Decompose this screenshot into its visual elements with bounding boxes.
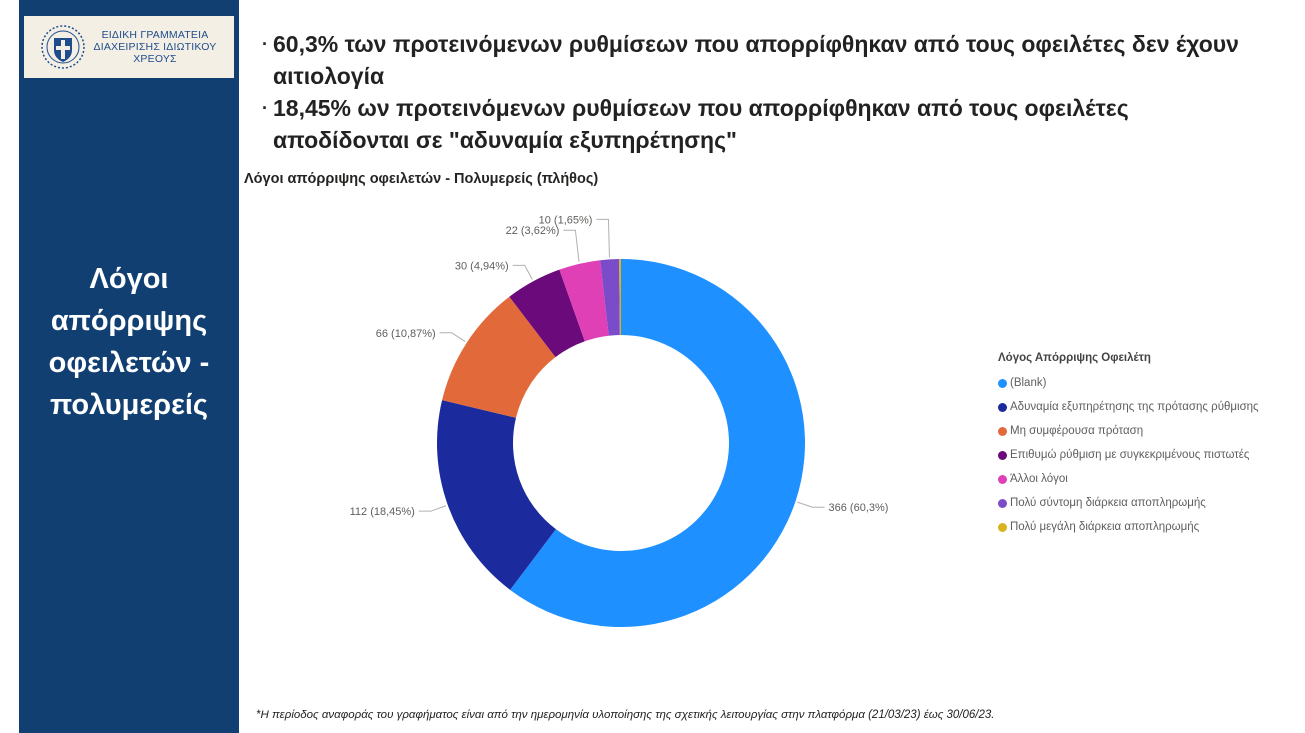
legend-label: Μη συμφέρουσα πρόταση	[1010, 425, 1144, 437]
legend-swatch	[998, 426, 1007, 436]
bullet-marker: ·	[262, 34, 268, 54]
data-label: 366 (60,3%)	[829, 502, 889, 514]
chart-title: Λόγοι απόρριψης οφειλετών - Πολυμερείς (…	[244, 171, 599, 187]
organization-name-line: ΔΙΑΧΕΙΡΙΣΗΣ ΙΔΙΩΤΙΚΟΥ	[93, 41, 217, 53]
sidebar	[19, 0, 239, 733]
donut-slice[interactable]	[442, 296, 556, 418]
legend-label: Αδυναμία εξυπηρέτησης της πρότασης ρύθμι…	[1010, 401, 1259, 413]
donut-slice[interactable]	[437, 400, 556, 590]
donut-slice[interactable]	[619, 259, 621, 336]
legend-item[interactable]: Αδυναμία εξυπηρέτησης της πρότασης ρύθμι…	[998, 395, 1259, 419]
section-title: Λόγοι απόρριψης οφειλετών - πολυμερείς	[19, 258, 239, 426]
legend-swatch	[998, 498, 1007, 508]
legend-item[interactable]: Πολύ μεγάλη διάρκεια αποπληρωμής	[998, 515, 1259, 539]
donut-slice[interactable]	[509, 269, 585, 358]
finding-item: · 60,3% των προτεινόμενων ρυθμίσεων που …	[262, 28, 1262, 92]
legend-item[interactable]: Άλλοι λόγοι	[998, 467, 1259, 491]
donut-slice[interactable]	[559, 260, 609, 342]
chart-legend: Λόγος Απόρριψης Οφειλέτη (Blank) Αδυναμία…	[998, 352, 1259, 539]
section-title-line: πολυμερείς	[49, 389, 209, 421]
legend-swatch	[998, 450, 1007, 460]
legend-item[interactable]: Πολύ σύντομη διάρκεια αποπληρωμής	[998, 491, 1259, 515]
section-title-line: Λόγοι	[89, 263, 169, 295]
finding-text: 18,45% ων προτεινόμενων ρυθμίσεων που απ…	[273, 95, 1129, 153]
legend-item[interactable]: (Blank)	[998, 371, 1259, 395]
data-label: 112 (18,45%)	[350, 506, 415, 518]
key-findings: · 60,3% των προτεινόμενων ρυθμίσεων που …	[262, 28, 1262, 156]
organization-name-line: ΧΡΕΟΥΣ	[133, 53, 177, 65]
leader-line	[797, 501, 825, 508]
legend-swatch	[998, 474, 1007, 484]
data-label: 30 (4,94%)	[455, 260, 509, 272]
footnote: *Η περίοδος αναφοράς του γραφήματος είνα…	[256, 709, 995, 721]
legend-swatch	[998, 522, 1007, 532]
data-label: 22 (3,62%)	[506, 225, 560, 237]
bullet-marker: ·	[262, 98, 268, 118]
section-title-line: απόρριψης	[50, 305, 208, 337]
data-label: 10 (1,65%)	[539, 214, 593, 226]
leader-line	[563, 229, 580, 262]
legend-label: Επιθυμώ ρύθμιση με συγκεκριμένους πιστωτ…	[1010, 449, 1250, 461]
leader-line	[596, 218, 610, 258]
legend-item[interactable]: Επιθυμώ ρύθμιση με συγκεκριμένους πιστωτ…	[998, 443, 1259, 467]
donut-chart: 366 (60,3%) 112 (18,45%) 66 (10,87%) 30 (4,…	[350, 214, 889, 627]
leader-line	[512, 264, 533, 280]
legend-swatch	[998, 402, 1007, 412]
leader-line	[418, 505, 447, 512]
donut-slice[interactable]	[510, 259, 805, 627]
legend-label: Πολύ σύντομη διάρκεια αποπληρωμής	[1010, 497, 1206, 509]
legend-label: Πολύ μεγάλη διάρκεια αποπληρωμής	[1010, 521, 1200, 533]
legend-label: Άλλοι λόγοι	[1010, 473, 1068, 485]
legend-title: Λόγος Απόρριψης Οφειλέτη	[998, 352, 1151, 364]
finding-text: 60,3% των προτεινόμενων ρυθμίσεων που απ…	[273, 31, 1239, 89]
legend-item[interactable]: Μη συμφέρουσα πρόταση	[998, 419, 1259, 443]
greek-emblem-icon	[41, 25, 85, 69]
legend-swatch	[998, 378, 1007, 388]
organization-name-line: ΕΙΔΙΚΗ ΓΡΑΜΜΑΤΕΙΑ	[101, 29, 209, 41]
organization-name: ΕΙΔΙΚΗ ΓΡΑΜΜΑΤΕΙΑ ΔΙΑΧΕΙΡΙΣΗΣ ΙΔΙΩΤΙΚΟΥ …	[86, 29, 224, 65]
legend-label: (Blank)	[1010, 377, 1047, 389]
data-label: 66 (10,87%)	[376, 328, 436, 340]
donut-slice[interactable]	[600, 259, 620, 336]
finding-item: · 18,45% ων προτεινόμενων ρυθμίσεων που …	[262, 92, 1262, 156]
organization-logo: ΕΙΔΙΚΗ ΓΡΑΜΜΑΤΕΙΑ ΔΙΑΧΕΙΡΙΣΗΣ ΙΔΙΩΤΙΚΟΥ …	[24, 16, 234, 78]
leader-line	[439, 332, 466, 342]
section-title-line: οφειλετών -	[48, 347, 210, 379]
